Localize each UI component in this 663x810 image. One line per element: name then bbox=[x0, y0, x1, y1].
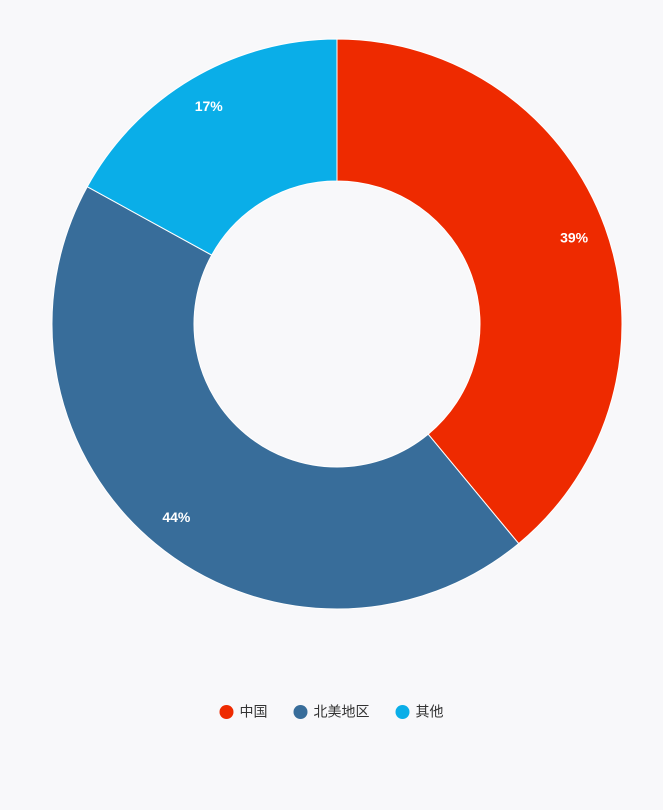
legend-label[interactable]: 中国 bbox=[240, 704, 268, 720]
slice[interactable] bbox=[336, 38, 623, 545]
legend-marker[interactable] bbox=[219, 705, 234, 719]
legend-label[interactable]: 北美地区 bbox=[314, 704, 370, 720]
slice[interactable] bbox=[51, 186, 520, 610]
legend-marker[interactable] bbox=[293, 705, 308, 719]
legend-label[interactable]: 其他 bbox=[416, 704, 444, 720]
value-label: 17% bbox=[195, 98, 224, 114]
value-label: 44% bbox=[162, 509, 191, 525]
slice[interactable] bbox=[86, 38, 338, 256]
value-label: 39% bbox=[560, 229, 589, 245]
legend-marker[interactable] bbox=[395, 705, 410, 719]
